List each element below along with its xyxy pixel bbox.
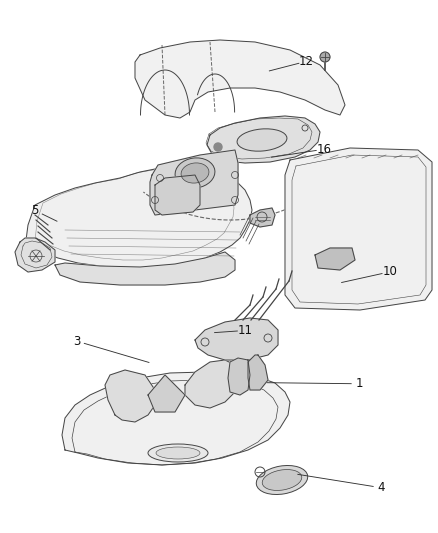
Ellipse shape: [156, 447, 200, 459]
Polygon shape: [185, 360, 238, 408]
Ellipse shape: [237, 129, 287, 151]
Text: 5: 5: [32, 204, 39, 217]
Polygon shape: [25, 165, 252, 268]
Polygon shape: [250, 208, 275, 227]
Polygon shape: [248, 355, 268, 390]
Text: 12: 12: [299, 55, 314, 68]
Polygon shape: [155, 175, 200, 215]
Text: 1: 1: [355, 377, 363, 390]
Text: 4: 4: [377, 481, 385, 494]
Text: 16: 16: [317, 143, 332, 156]
Polygon shape: [148, 375, 185, 412]
Polygon shape: [285, 148, 432, 310]
Polygon shape: [62, 372, 290, 465]
Polygon shape: [135, 40, 345, 118]
Polygon shape: [315, 248, 355, 270]
Circle shape: [320, 52, 330, 62]
Text: 11: 11: [238, 324, 253, 337]
Ellipse shape: [175, 158, 215, 188]
Polygon shape: [207, 116, 320, 163]
Polygon shape: [150, 150, 238, 215]
Polygon shape: [195, 318, 278, 360]
Polygon shape: [55, 252, 235, 285]
Polygon shape: [15, 238, 55, 272]
Polygon shape: [105, 370, 155, 422]
Ellipse shape: [256, 465, 308, 495]
Polygon shape: [228, 358, 250, 395]
Ellipse shape: [181, 163, 209, 183]
Text: 10: 10: [382, 265, 397, 278]
Text: 3: 3: [73, 335, 80, 348]
Ellipse shape: [148, 444, 208, 462]
Ellipse shape: [262, 470, 302, 490]
Circle shape: [214, 143, 222, 151]
